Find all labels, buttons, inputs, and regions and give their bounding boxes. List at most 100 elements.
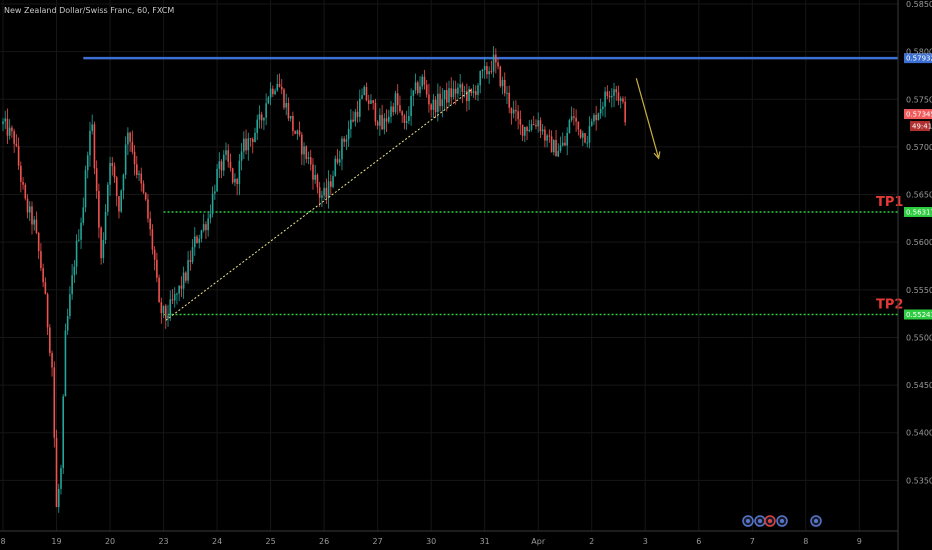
candle bbox=[582, 130, 584, 147]
current-price-tag: 0.57345 49:41 bbox=[904, 109, 932, 132]
candle bbox=[109, 156, 111, 196]
candle bbox=[461, 82, 464, 104]
candle bbox=[593, 113, 595, 125]
candle bbox=[51, 350, 53, 377]
tp-label-tp1: TP1 bbox=[876, 195, 903, 210]
candle bbox=[361, 88, 363, 100]
candle bbox=[506, 86, 508, 104]
candle bbox=[153, 246, 156, 271]
candle bbox=[236, 177, 238, 196]
candle bbox=[44, 277, 47, 295]
candle bbox=[403, 113, 406, 130]
candle bbox=[8, 119, 11, 140]
candle bbox=[26, 194, 29, 219]
candle bbox=[131, 130, 134, 155]
time-axis[interactable]: 8 19 20 23 24 25 26 27 30 31 Apr 2 3 6 7 8 9 bbox=[0, 537, 861, 546]
candle bbox=[102, 232, 105, 264]
candle bbox=[93, 121, 96, 175]
candle bbox=[307, 151, 310, 165]
candle bbox=[115, 175, 118, 207]
event-flag-icon[interactable] bbox=[764, 515, 776, 527]
candle bbox=[191, 239, 194, 265]
candle bbox=[251, 137, 254, 154]
candle bbox=[182, 266, 185, 299]
candle bbox=[521, 124, 524, 142]
candle bbox=[486, 62, 488, 79]
candle bbox=[6, 108, 9, 144]
candle bbox=[568, 118, 571, 134]
candle bbox=[231, 167, 234, 185]
candle bbox=[570, 106, 573, 123]
candle bbox=[151, 224, 154, 255]
candle bbox=[28, 201, 31, 222]
x-tick-label: 31 bbox=[480, 537, 490, 546]
candle bbox=[608, 91, 611, 103]
candle bbox=[62, 394, 65, 474]
event-flag-icon[interactable] bbox=[810, 515, 822, 527]
candle bbox=[466, 83, 468, 112]
candle bbox=[122, 173, 125, 200]
candle bbox=[178, 285, 180, 302]
candle bbox=[550, 130, 553, 153]
candle bbox=[91, 114, 93, 135]
candle bbox=[207, 211, 209, 237]
grid bbox=[0, 0, 898, 531]
down-arrow[interactable] bbox=[635, 78, 661, 160]
candle bbox=[227, 144, 230, 168]
event-icons[interactable] bbox=[742, 515, 822, 527]
candle bbox=[597, 112, 600, 121]
candle bbox=[86, 151, 89, 179]
candle bbox=[468, 86, 470, 110]
candle bbox=[432, 93, 435, 118]
candle bbox=[78, 229, 80, 242]
candle bbox=[296, 129, 299, 140]
candle bbox=[595, 105, 597, 131]
candle bbox=[387, 109, 390, 124]
candle bbox=[416, 80, 419, 96]
candle bbox=[573, 107, 575, 126]
event-flag-icon[interactable] bbox=[776, 515, 788, 527]
candle bbox=[164, 303, 167, 329]
current-price-label: 0.57345 bbox=[906, 111, 932, 119]
candle bbox=[604, 86, 606, 118]
candle bbox=[564, 135, 566, 146]
candle bbox=[555, 129, 557, 157]
candle bbox=[510, 107, 513, 125]
candle bbox=[559, 136, 562, 153]
candle bbox=[577, 121, 580, 136]
candle bbox=[249, 137, 252, 147]
event-flag-icon[interactable] bbox=[754, 515, 766, 527]
candle bbox=[452, 80, 455, 100]
candle bbox=[334, 155, 337, 177]
x-tick-label: 6 bbox=[696, 537, 701, 546]
event-flag-icon[interactable] bbox=[742, 515, 754, 527]
candle bbox=[448, 80, 450, 107]
candle bbox=[524, 126, 526, 143]
candle bbox=[35, 211, 38, 235]
candle bbox=[245, 129, 247, 155]
candle bbox=[537, 112, 539, 133]
candle bbox=[477, 83, 479, 101]
candle bbox=[622, 96, 624, 104]
candle bbox=[330, 174, 332, 196]
x-tick-label: 7 bbox=[750, 537, 755, 546]
candle bbox=[414, 73, 417, 94]
candle bbox=[312, 158, 314, 190]
candle bbox=[209, 204, 212, 224]
x-tick-label: 27 bbox=[373, 537, 383, 546]
candle bbox=[472, 84, 475, 98]
candle bbox=[479, 70, 482, 94]
candle bbox=[526, 125, 528, 141]
candle bbox=[356, 100, 359, 123]
price-tag-tp2: 0.55241 bbox=[904, 309, 932, 320]
candle bbox=[408, 106, 410, 125]
candle bbox=[463, 85, 466, 98]
candle bbox=[196, 234, 198, 244]
candle bbox=[66, 308, 69, 336]
candle bbox=[345, 134, 348, 151]
